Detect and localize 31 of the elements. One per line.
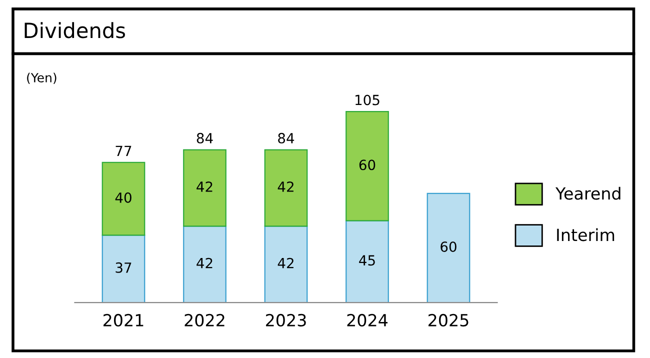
data-label: 42 (196, 258, 212, 268)
bar (264, 226, 308, 303)
total-label: 77 (116, 146, 132, 156)
x-tick-label: 2024 (347, 314, 388, 327)
x-tick-label: 2021 (104, 314, 144, 327)
data-label: 60 (359, 160, 376, 170)
data-label: 37 (116, 262, 132, 273)
bar (346, 111, 389, 222)
legend-label: Interim (557, 228, 614, 242)
data-label: 42 (278, 258, 294, 268)
total-label: 105 (356, 94, 380, 106)
bar (264, 149, 308, 227)
x-tick-label: 2023 (266, 314, 306, 327)
chart-title: Dividends (24, 22, 126, 38)
x-tick-label: 2022 (184, 314, 224, 327)
data-label: 60 (440, 241, 456, 252)
bar (102, 234, 146, 303)
data-label: 45 (359, 255, 375, 266)
bar (102, 162, 146, 236)
total-label: 84 (278, 132, 294, 144)
bar (346, 220, 389, 303)
bar (426, 192, 470, 303)
x-tick-label: 2025 (428, 314, 468, 327)
data-label: 42 (278, 181, 294, 192)
y-axis-title: (Yen) (27, 72, 56, 84)
bar (183, 226, 226, 303)
legend-label: Yearend (555, 186, 620, 200)
total-label: 84 (196, 132, 213, 144)
data-label: 40 (115, 192, 132, 203)
bar (183, 149, 226, 227)
data-label: 42 (196, 181, 212, 192)
